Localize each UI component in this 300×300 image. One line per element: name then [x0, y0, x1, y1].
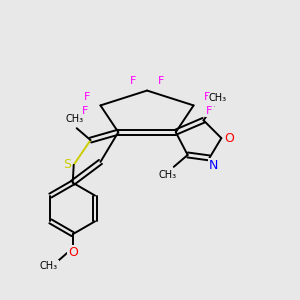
Text: CH₃: CH₃ [208, 94, 226, 103]
Text: CH₃: CH₃ [159, 170, 177, 180]
Text: F: F [83, 92, 90, 103]
Text: F: F [204, 92, 211, 103]
Text: O: O [68, 245, 78, 259]
Text: N: N [209, 159, 218, 172]
Text: O: O [224, 132, 234, 145]
Text: CH₃: CH₃ [66, 114, 84, 124]
Text: F: F [81, 106, 88, 116]
Text: F: F [130, 76, 136, 85]
Text: S: S [63, 158, 71, 171]
Text: F: F [206, 106, 213, 116]
Text: CH₃: CH₃ [40, 261, 58, 271]
Text: F: F [158, 76, 164, 85]
